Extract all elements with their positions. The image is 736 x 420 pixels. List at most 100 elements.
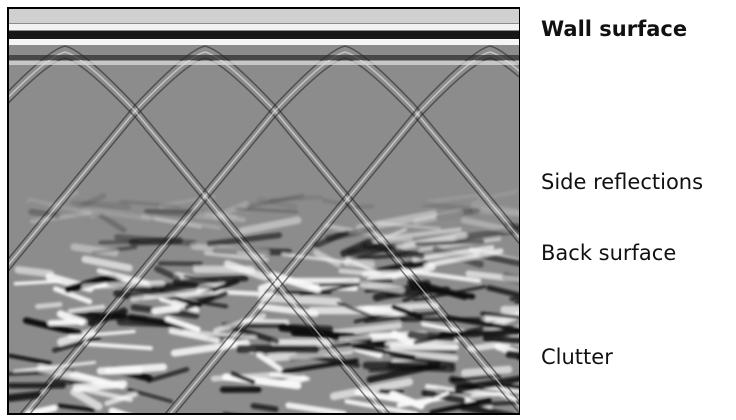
image-border [7,7,520,415]
wall-surface-band [9,39,519,45]
top-band [9,24,519,30]
clutter-streak [285,402,347,413]
clutter-streak [84,341,153,351]
clutter-streak [230,371,256,385]
clutter-streak [24,404,58,413]
clutter-streak [35,301,63,310]
clutter-streak [146,367,190,383]
clutter-streak [67,304,106,314]
clutter-streak [360,241,425,260]
clutter-streak [64,273,118,293]
clutter-streak [190,243,270,256]
clutter-streak [127,388,173,403]
clutter-streak [325,225,378,242]
clutter-streak [269,372,310,382]
clutter-streak [81,255,133,272]
clutter-streak [486,285,519,298]
reflection-line [9,57,66,104]
clutter-streak [150,281,199,291]
clutter-streak [281,252,350,264]
clutter-streak [70,200,132,211]
wall-surface-band [9,61,519,65]
wall-surface-band [9,31,519,39]
clutter-streak [266,346,354,362]
clutter-streak [455,226,519,242]
clutter-streak [130,289,201,302]
label: Wall surface [541,17,688,41]
clutter-streak [98,238,172,245]
clutter-streak [451,373,502,382]
clutter-streak [445,315,519,333]
clutter-streak [359,280,405,294]
reflection-line [489,51,519,72]
clutter-streak [338,268,399,279]
clutter-streak [423,248,504,268]
clutter-streak [9,353,52,366]
reflection-line [64,51,386,413]
clutter-streak [168,328,220,344]
clutter-streak [368,365,448,373]
clutter-streak [255,352,283,372]
clutter-streak [70,388,103,411]
clutter-streak [459,403,514,413]
clutter-streak [9,391,42,402]
clutter-streak [402,288,428,304]
label: Back surface [541,241,677,265]
clutter-streak [281,358,359,374]
clutter-streak [37,364,107,387]
reflection-line [24,51,346,413]
clutter-streak [278,324,334,334]
radargram [7,7,520,415]
clutter-streak [119,199,181,208]
clutter-streak [27,201,92,220]
clutter-streak [473,207,519,217]
clutter-streak [298,282,361,297]
clutter-streak [353,345,416,359]
clutter-streak [182,329,257,340]
clutter-streak [454,375,519,393]
radargram-image [9,9,519,413]
clutter-streak [116,318,182,328]
clutter-streak [96,268,150,286]
clutter-streak [151,304,181,315]
clutter-streak [357,252,408,261]
clutter-streak [23,317,83,337]
clutter-streak [52,286,93,305]
clutter-streak [74,205,152,222]
clutter-streak [465,270,519,283]
top-band [9,9,519,23]
clutter-streak [170,339,250,357]
clutter-streak [435,207,480,221]
clutter-streak [364,311,438,324]
reflection-line [164,45,491,413]
clutter-streak [482,334,519,345]
clutter-streak [250,403,279,412]
clutter-streak [238,216,302,235]
reflection-lines [9,45,519,413]
clutter-streak [68,329,136,339]
clutter-streak [478,251,519,266]
clutter-streak [354,389,403,403]
clutter-streak [480,311,519,320]
clutter-streak [342,258,376,269]
clutter-streak [256,197,298,210]
clutter-streak [194,213,246,223]
clutter-streak [206,232,283,247]
clutter-streak [399,268,482,284]
reflection-line [344,45,519,233]
reflection-line [489,57,519,78]
clutter-streak [336,301,376,319]
clutter-streak [13,279,61,286]
clutter-streak [210,371,283,382]
clutter-texture [9,189,519,413]
clutter-streak [87,312,148,321]
clutter-streak [13,360,97,373]
clutter-streak [168,294,202,308]
clutter-streak [269,195,323,203]
clutter-streak [164,316,201,333]
reflection-line [64,45,391,413]
clutter-streak [422,391,450,406]
clutter-streak [374,259,429,277]
reflection-line [489,45,519,66]
